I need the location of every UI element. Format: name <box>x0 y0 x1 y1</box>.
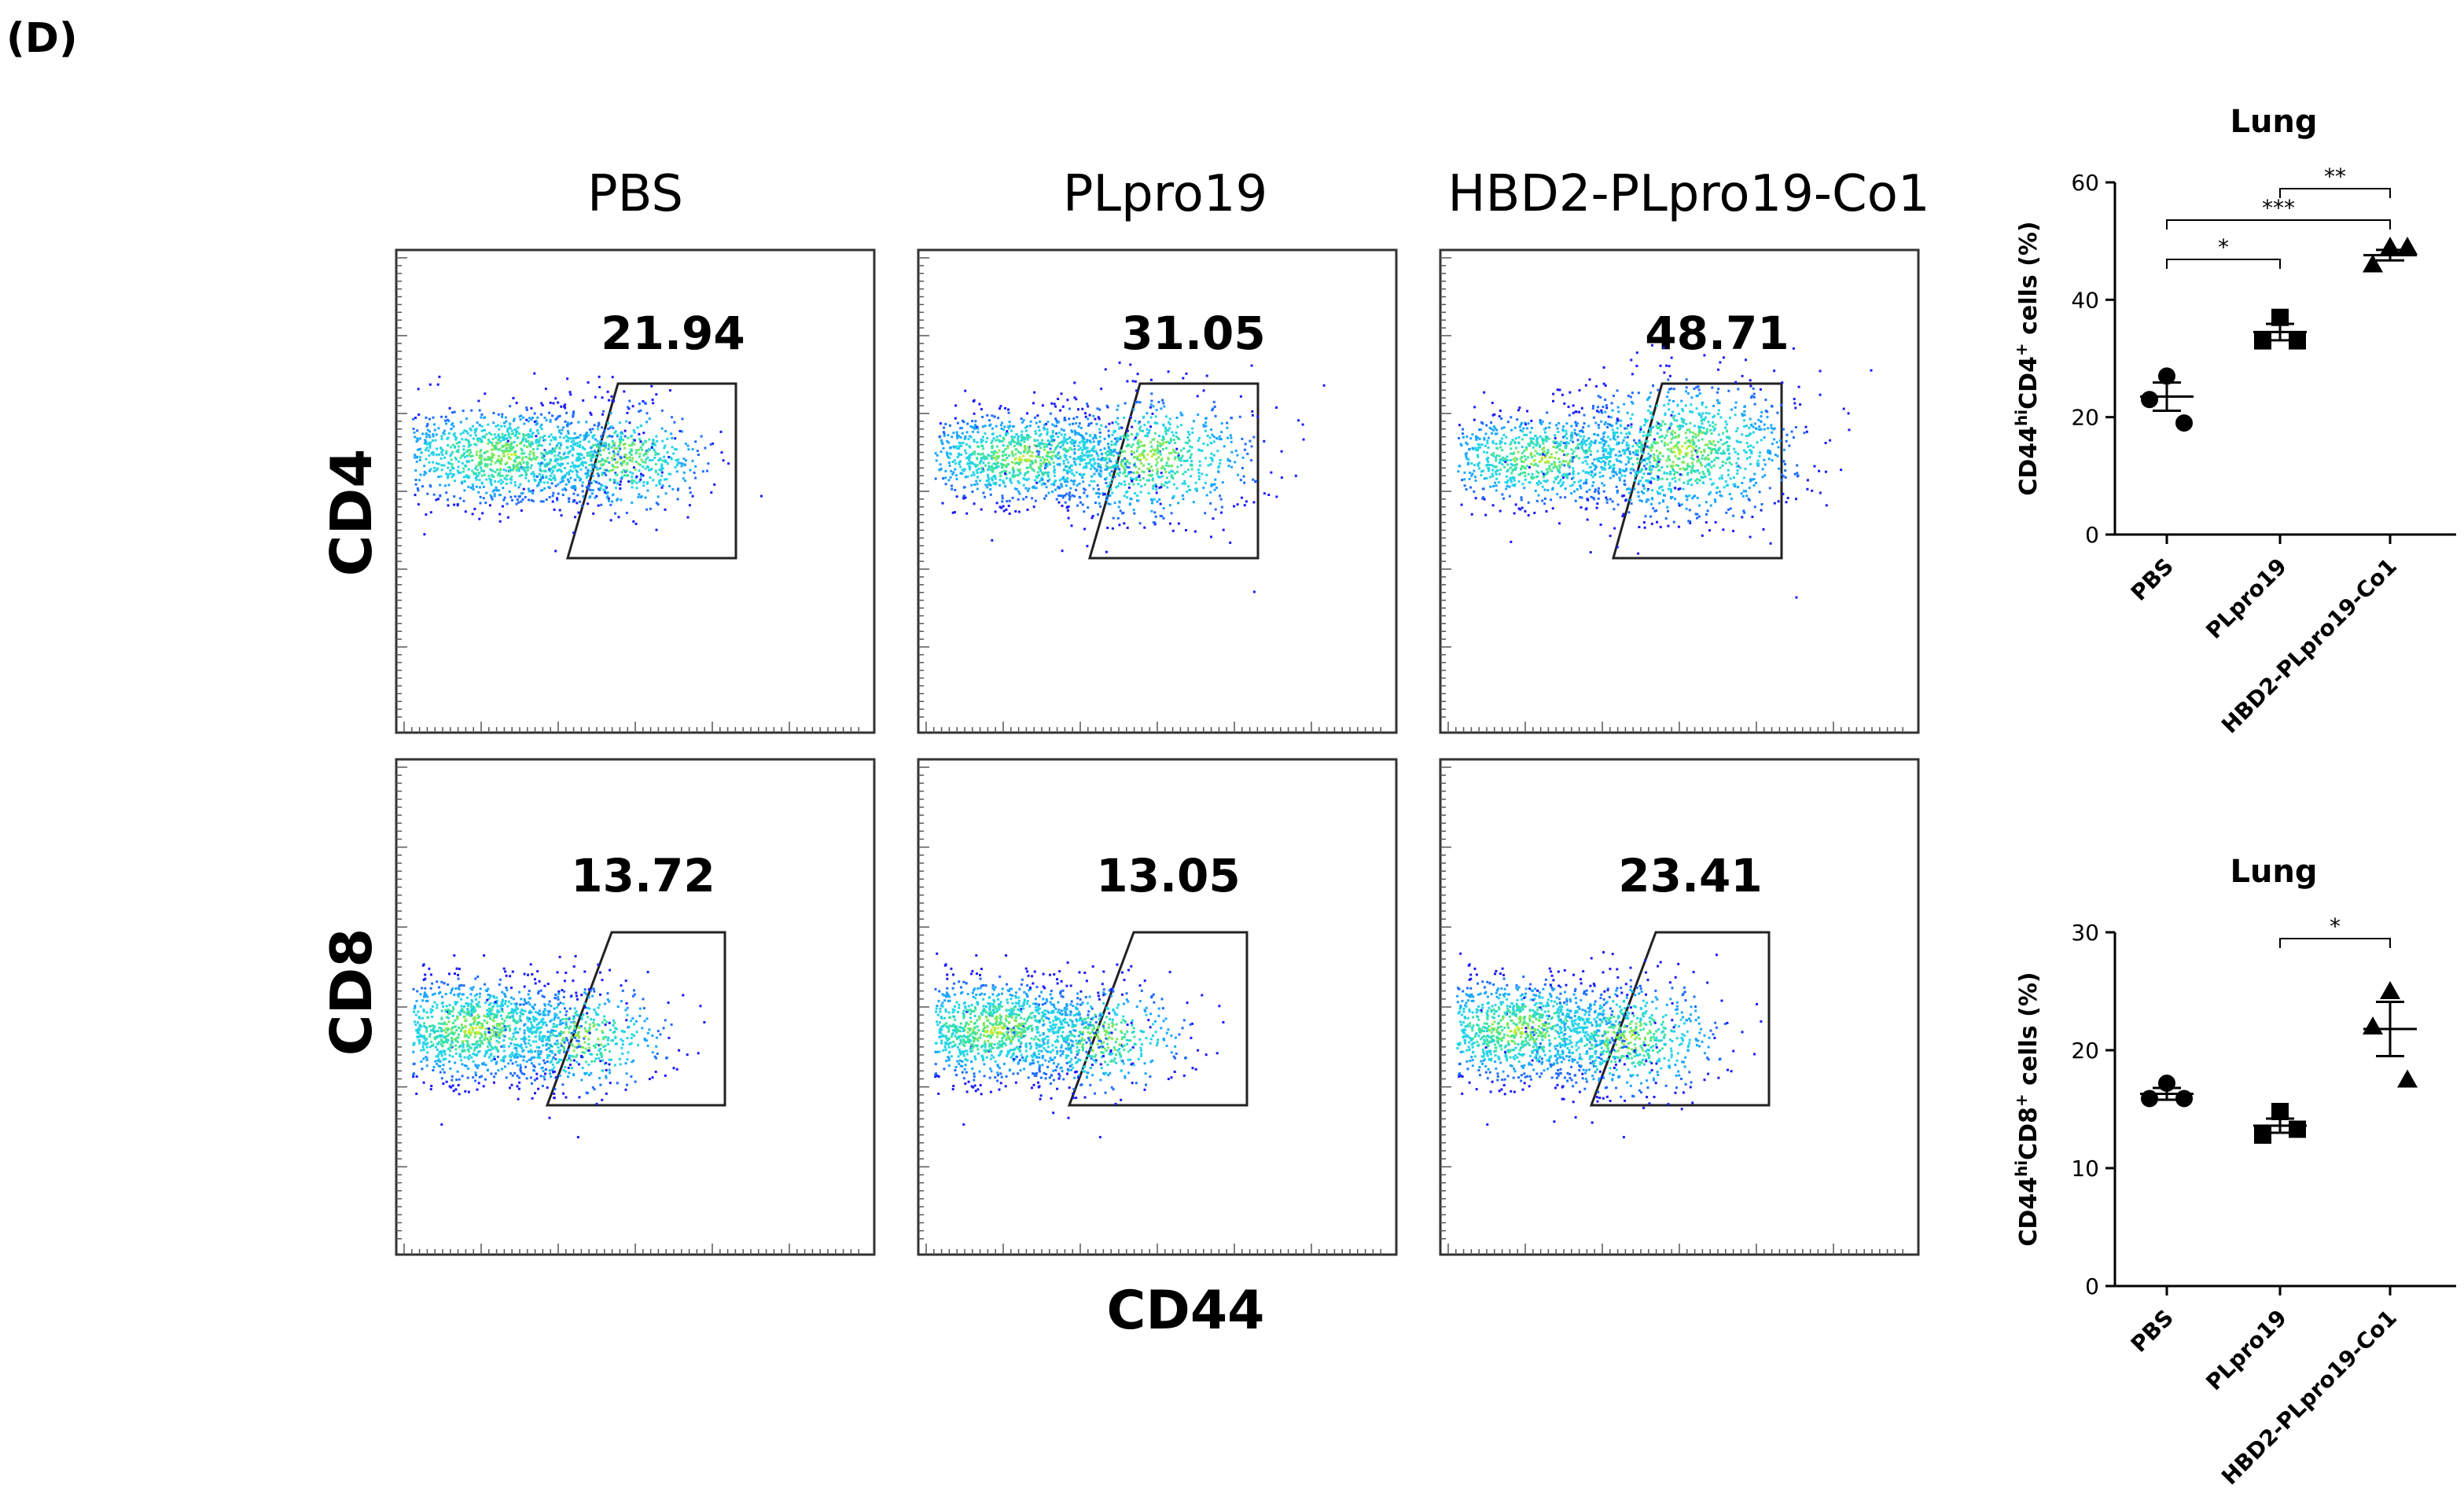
row-label-cd4: CD4 <box>318 449 384 577</box>
flow-xaxis-label: CD44 <box>1107 1280 1265 1342</box>
x-tick-label: PBS <box>2126 1305 2179 1358</box>
y-tick-label: 40 <box>2071 287 2099 313</box>
significance-label: *** <box>2262 195 2295 221</box>
data-point <box>2254 332 2271 350</box>
y-tick-label: 10 <box>2071 1156 2099 1181</box>
data-point <box>2271 1103 2289 1120</box>
flow-ticks-5 <box>1440 766 1903 1255</box>
significance-bracket <box>2166 219 2391 230</box>
y-tick-label: 20 <box>2071 1038 2099 1064</box>
gate-pct-cd4-pbs: 21.94 <box>601 307 745 360</box>
data-point <box>2289 1120 2306 1138</box>
gate-pct-cd8-pbs: 13.72 <box>571 849 715 902</box>
y-tick-label: 30 <box>2071 920 2099 946</box>
panel-letter: (D) <box>6 15 78 62</box>
y-tick-label: 60 <box>2071 170 2099 196</box>
flow-events-3 <box>396 766 859 1255</box>
gate-pct-cd8-hbd2: 23.41 <box>1618 849 1762 902</box>
x-tick-label: PBS <box>2126 553 2179 606</box>
flow-ticks-1 <box>918 257 1381 733</box>
data-point <box>2141 391 2158 409</box>
gate-cd4-pbs <box>566 382 737 560</box>
column-title-pbs: PBS <box>587 165 683 223</box>
significance-label: * <box>2330 913 2341 939</box>
y-tick-label: 0 <box>2085 1273 2099 1299</box>
gate-cd8-pbs <box>545 931 726 1107</box>
x-tick-label: HBD2-PLpro19-Co1 <box>2216 1305 2402 1490</box>
flow-events-4 <box>918 766 1381 1255</box>
x-tick-label: PLpro19 <box>2201 1305 2292 1396</box>
data-point <box>2254 1126 2271 1144</box>
significance-label: * <box>2218 234 2229 260</box>
data-point <box>2271 308 2289 326</box>
chart-title: Lung <box>2230 854 2317 890</box>
y-axis-label: CD44hiCD8+ cells (%) <box>2012 972 2043 1246</box>
y-tick-label: 20 <box>2071 405 2099 431</box>
y-axis-label: CD44hiCD4+ cells (%) <box>2012 221 2043 495</box>
flow-ticks-4 <box>918 766 1381 1255</box>
summary-chart-cd8: Lung 0 10 20 30 CD44hiCD8+ cells (%) PBS PLpro1… <box>2012 854 2456 1490</box>
flow-events-5 <box>1440 766 1903 1255</box>
data-point <box>2380 981 2400 999</box>
data-point <box>2397 1069 2418 1088</box>
y-tick-label: 0 <box>2085 522 2099 548</box>
x-tick-label: PLpro19 <box>2201 553 2292 645</box>
data-point <box>2175 414 2193 432</box>
data-point <box>2397 237 2418 255</box>
flow-ticks-0 <box>396 257 859 733</box>
flow-events-1 <box>918 257 1381 733</box>
gates <box>545 382 1783 1107</box>
significance-bracket <box>2166 259 2281 269</box>
flow-events-2 <box>1440 257 1903 733</box>
flow-events-0 <box>396 257 859 733</box>
significance-bracket <box>2279 938 2391 948</box>
data-point <box>2158 367 2175 385</box>
summary-chart-cd4: Lung 0 20 40 60 CD44hiCD4+ cells (%) PBS PLpro1… <box>2012 104 2456 738</box>
significance-label: ** <box>2324 164 2346 189</box>
flow-ticks-3 <box>396 766 859 1255</box>
gate-cd8-hbd2 <box>1589 931 1771 1107</box>
data-point <box>2363 254 2383 273</box>
column-title-hbd2-plpro19-co1: HBD2-PLpro19-Co1 <box>1447 165 1929 223</box>
gate-cd8-plpro19 <box>1067 931 1249 1107</box>
row-label-cd8: CD8 <box>318 928 384 1057</box>
chart-title: Lung <box>2230 104 2317 140</box>
x-tick-label: HBD2-PLpro19-Co1 <box>2216 553 2402 739</box>
flow-plot-cd8-hbd2 <box>1439 758 1920 1256</box>
gate-pct-cd4-plpro19: 31.05 <box>1121 307 1265 360</box>
gate-pct-cd4-hbd2: 48.71 <box>1645 307 1789 360</box>
flow-plots <box>395 248 1920 1256</box>
column-title-plpro19: PLpro19 <box>1063 165 1267 223</box>
gate-pct-cd8-plpro19: 13.05 <box>1096 849 1240 902</box>
data-point <box>2289 332 2306 350</box>
significance-bracket <box>2279 188 2391 198</box>
flow-ticks-2 <box>1440 257 1903 733</box>
data-point <box>2363 1016 2383 1034</box>
